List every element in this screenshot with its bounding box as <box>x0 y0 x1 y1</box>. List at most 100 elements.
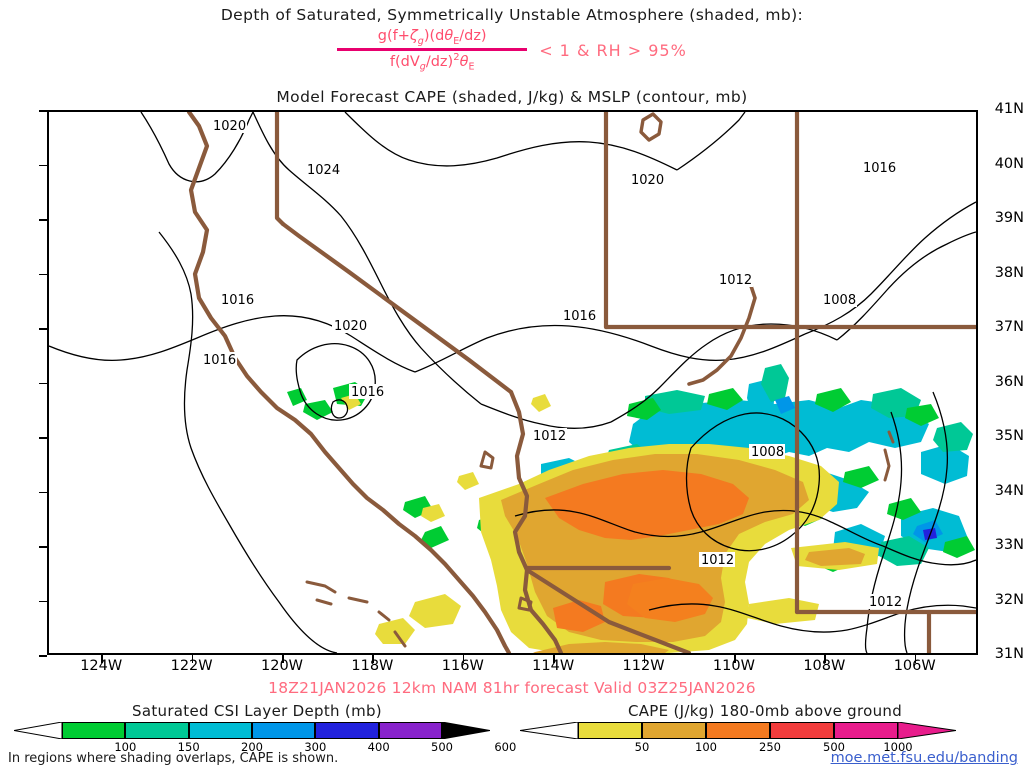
y-axis-tick-label: 36N <box>994 373 1024 390</box>
x-axis-tick <box>462 655 465 663</box>
colorbar-tick-label: 100 <box>695 740 717 754</box>
colorbar-segment <box>706 722 770 739</box>
x-axis-tick-label: 118W <box>351 658 394 674</box>
y-axis-tick <box>39 491 47 494</box>
x-axis-tick-label: 122W <box>170 658 213 674</box>
contour-label: 1016 <box>219 292 255 308</box>
csi-colorbar-bar: 100 150 200 300 400 500 600 <box>14 722 516 754</box>
colorbar-tick-label: 250 <box>759 740 781 754</box>
x-axis-tick-label: 120W <box>260 658 304 674</box>
colorbar-tick-label: 150 <box>177 740 200 754</box>
svg-text:1012: 1012 <box>701 553 734 568</box>
contour-label: 1016 <box>349 384 385 400</box>
contour-label: 1012 <box>531 428 567 444</box>
source-site-link[interactable]: moe.met.fsu.edu/banding <box>830 750 1018 766</box>
colorbar-overflow-arrow <box>442 722 490 739</box>
x-axis-tick <box>643 655 646 663</box>
y-axis-tick-label: 39N <box>994 210 1024 226</box>
x-axis-tick-label: 124W <box>80 658 123 674</box>
colorbar-tick-label: 50 <box>634 740 650 754</box>
colorbar-segment <box>770 722 834 739</box>
colorbar-tick-label: 200 <box>241 740 263 754</box>
svg-text:1012: 1012 <box>533 429 566 444</box>
figure-subtitle: Model Forecast CAPE (shaded, J/kg) & MSL… <box>276 88 748 106</box>
map-canvas: 1020 1024 1016 1020 1016 <box>49 112 976 653</box>
y-axis-tick <box>39 382 47 385</box>
contour-label: 1012 <box>867 594 903 610</box>
y-axis-tick-label: 35N <box>994 428 1024 444</box>
csi-colorbar-title: Saturated CSI Layer Depth (mb) <box>132 702 382 720</box>
contour-label: 1016 <box>201 352 237 368</box>
colorbar-tick-label: 400 <box>367 740 390 754</box>
y-axis-tick <box>39 655 47 657</box>
svg-text:1008: 1008 <box>823 293 856 308</box>
svg-text:1024: 1024 <box>307 163 340 178</box>
y-axis-tick <box>39 219 47 221</box>
x-axis-tick <box>282 655 284 663</box>
colorbar-segment <box>125 722 189 739</box>
svg-text:1020: 1020 <box>631 173 664 188</box>
contour-label: 1024 <box>305 162 341 178</box>
colorbar-tick-label: 1000 <box>883 740 913 754</box>
contour-label: 1016 <box>561 308 597 324</box>
x-axis-tick-label: 114W <box>532 658 575 674</box>
formula-fraction: g(f+ζg)(dθE/dz) f(dVg/dz)2θE <box>337 28 528 73</box>
x-axis-tick <box>101 655 103 663</box>
colorbar-underflow-arrow <box>14 722 62 739</box>
svg-text:1012: 1012 <box>869 595 902 610</box>
contour-labels: 1020 1024 1016 1020 1016 <box>201 118 903 610</box>
forecast-valid-string: 18Z21JAN2026 12km NAM 81hr forecast Vali… <box>268 679 756 697</box>
colorbar-overflow-arrow <box>898 722 956 739</box>
contour-label: 1008 <box>749 444 785 460</box>
y-axis-tick-label: 32N <box>994 591 1024 608</box>
colorbar-segment <box>315 722 379 739</box>
svg-text:1016: 1016 <box>203 353 236 368</box>
contour-label: 1020 <box>211 118 247 134</box>
x-axis-tick-label: 112W <box>622 658 665 674</box>
colorbar-segment <box>378 722 442 739</box>
colorbar-tick-label: 600 <box>494 740 517 754</box>
x-axis-tick-label: 116W <box>441 658 484 674</box>
contour-label: 1008 <box>821 292 857 308</box>
y-axis-tick <box>39 546 47 548</box>
contour-label: 1020 <box>332 318 368 334</box>
formula-condition: < 1 & RH > 95% <box>539 41 687 60</box>
formula-block: g(f+ζg)(dθE/dz) f(dVg/dz)2θE < 1 & RH > … <box>0 28 1024 73</box>
y-axis-tick <box>39 328 47 330</box>
x-axis-tick <box>733 655 736 663</box>
contour-label: 1016 <box>861 160 897 176</box>
svg-text:1020: 1020 <box>334 319 367 334</box>
svg-text:1016: 1016 <box>351 385 384 400</box>
svg-text:1012: 1012 <box>719 273 752 288</box>
colorbar-segment <box>578 722 642 739</box>
colorbars: Saturated CSI Layer Depth (mb) 100 150 200… <box>0 702 1024 754</box>
y-axis-tick-label: 31N <box>994 646 1024 662</box>
geography-layer <box>186 112 976 653</box>
svg-text:1008: 1008 <box>751 445 784 460</box>
colorbar-segment <box>834 722 898 739</box>
y-axis-tick <box>39 437 47 439</box>
x-axis-tick-label: 106W <box>893 658 936 674</box>
y-axis-tick <box>39 600 47 603</box>
y-axis-tick <box>39 110 47 112</box>
colorbar-segment <box>62 722 126 739</box>
formula-numerator: g(f+ζg)(dθE/dz) <box>377 28 487 47</box>
formula-denominator: f(dVg/dz)2θE <box>389 52 475 73</box>
y-axis-tick-label: 40N <box>994 155 1024 172</box>
formula-fraction-bar <box>337 48 528 52</box>
csi-colorbar: Saturated CSI Layer Depth (mb) 100 150 200… <box>14 702 516 754</box>
y-axis-tick-label: 34N <box>994 482 1024 499</box>
svg-text:1016: 1016 <box>863 161 896 176</box>
y-axis-tick-label: 37N <box>994 319 1024 335</box>
contour-label: 1012 <box>717 272 753 288</box>
x-axis-tick <box>191 655 194 663</box>
overlap-note: In regions where shading overlaps, CAPE … <box>8 751 339 766</box>
colorbar-tick-label: 100 <box>114 740 137 754</box>
x-axis-tick <box>914 655 917 663</box>
map-plot-area: 1020 1024 1016 1020 1016 <box>47 110 978 655</box>
x-axis-tick <box>824 655 826 663</box>
colorbar-tick-label: 300 <box>304 740 327 754</box>
cape-colorbar: CAPE (J/kg) 180-0mb above ground 50 100 25… <box>520 702 1010 754</box>
svg-text:1016: 1016 <box>563 309 596 324</box>
svg-text:1020: 1020 <box>213 119 246 134</box>
